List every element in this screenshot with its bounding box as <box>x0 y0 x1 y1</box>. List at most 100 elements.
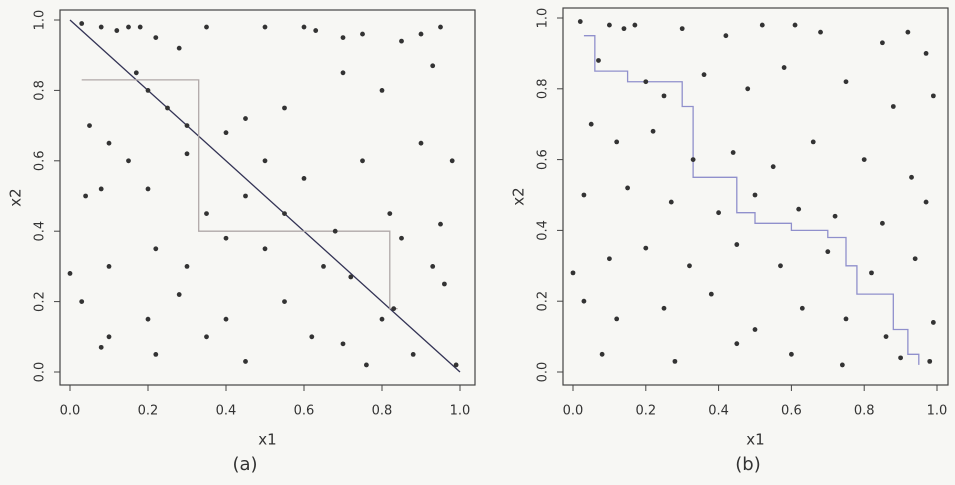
data-point <box>810 139 816 145</box>
data-point <box>752 327 758 332</box>
data-point <box>153 246 159 252</box>
data-point <box>348 274 354 280</box>
x-tick-label: 1.0 <box>450 404 471 419</box>
data-point <box>781 65 787 70</box>
data-point <box>909 174 914 180</box>
x-axis-label: x1 <box>258 431 276 449</box>
data-point <box>282 299 287 304</box>
data-point <box>87 123 92 128</box>
data-point <box>153 352 159 357</box>
data-point <box>883 334 889 339</box>
panel-caption: (a) <box>232 454 257 475</box>
data-point <box>799 305 805 311</box>
data-point <box>607 256 612 262</box>
y-tick-label: 0.0 <box>536 362 551 383</box>
y-tick-label: 1.0 <box>33 10 48 31</box>
x-tick-label: 0.4 <box>216 404 237 419</box>
y-tick-label: 0.8 <box>536 78 551 99</box>
data-point <box>184 151 190 157</box>
data-point <box>861 157 867 163</box>
data-point <box>262 158 268 164</box>
data-point <box>176 292 182 297</box>
data-point <box>387 211 393 217</box>
data-point <box>313 28 319 33</box>
x-tick-label: 0.6 <box>294 404 315 419</box>
data-point <box>661 93 667 99</box>
data-point <box>843 79 849 85</box>
data-point <box>581 298 587 304</box>
data-point <box>708 291 714 297</box>
boundary-line <box>583 35 920 365</box>
data-point <box>796 206 802 212</box>
data-point <box>832 213 838 219</box>
data-point <box>912 256 918 262</box>
x-axis-label: x1 <box>746 431 764 449</box>
boundary-line <box>69 19 461 373</box>
data-point <box>79 21 85 26</box>
boundary-line <box>81 79 398 310</box>
data-point <box>927 358 933 364</box>
data-point <box>581 192 587 198</box>
data-point <box>243 116 248 121</box>
data-point <box>430 264 436 269</box>
data-point <box>723 33 729 39</box>
data-point <box>98 344 104 350</box>
data-point <box>734 242 740 247</box>
data-point <box>282 105 287 111</box>
data-point <box>453 362 459 368</box>
x-tick-label: 0.6 <box>781 404 802 419</box>
data-point <box>607 22 612 28</box>
data-point <box>880 40 885 46</box>
data-point <box>410 352 416 357</box>
data-point <box>701 72 707 78</box>
x-tick-label: 0.0 <box>563 404 584 419</box>
data-point <box>825 249 831 255</box>
data-point <box>145 88 151 93</box>
data-point <box>418 31 424 37</box>
data-point <box>223 130 229 136</box>
y-tick-label: 1.0 <box>536 8 551 29</box>
panel: 0.0 0.2 0.4 0.6 0.8 1.0 0.0 0.2 0.4 0.6 0.8 1.0 x1 x2… <box>7 9 476 475</box>
plot-frame <box>562 7 949 386</box>
data-point <box>449 158 455 164</box>
data-point <box>153 35 159 40</box>
data-point <box>596 58 601 63</box>
data-point <box>98 186 104 192</box>
data-point <box>614 316 620 322</box>
data-point <box>165 105 170 111</box>
data-point <box>898 355 903 361</box>
y-tick-label: 0.6 <box>536 149 551 170</box>
data-point <box>438 24 443 30</box>
data-point <box>399 38 404 44</box>
data-point <box>869 270 874 276</box>
data-point <box>418 140 424 146</box>
data-point <box>145 186 151 192</box>
plot-frame <box>59 9 476 386</box>
data-point <box>442 281 447 287</box>
data-point <box>379 88 385 93</box>
data-point <box>176 45 182 51</box>
data-point <box>792 22 798 28</box>
data-point <box>818 29 823 35</box>
data-point <box>243 193 248 199</box>
data-point <box>145 316 151 322</box>
panel-caption: (b) <box>735 454 760 475</box>
y-tick-label: 0.8 <box>33 80 48 101</box>
data-point <box>923 51 929 56</box>
data-point <box>301 24 307 30</box>
data-point <box>262 246 268 252</box>
data-point <box>332 228 338 234</box>
y-tick-label: 0.0 <box>33 362 48 383</box>
data-point <box>730 150 736 155</box>
data-point <box>672 358 678 364</box>
data-point <box>79 299 85 304</box>
data-point <box>321 264 326 269</box>
data-point <box>621 26 627 32</box>
x-tick-label: 0.2 <box>635 404 656 419</box>
data-point <box>661 305 667 311</box>
data-point <box>133 70 139 76</box>
data-point <box>923 199 929 205</box>
data-point <box>83 193 88 199</box>
data-point <box>752 192 758 198</box>
data-point <box>184 123 190 128</box>
